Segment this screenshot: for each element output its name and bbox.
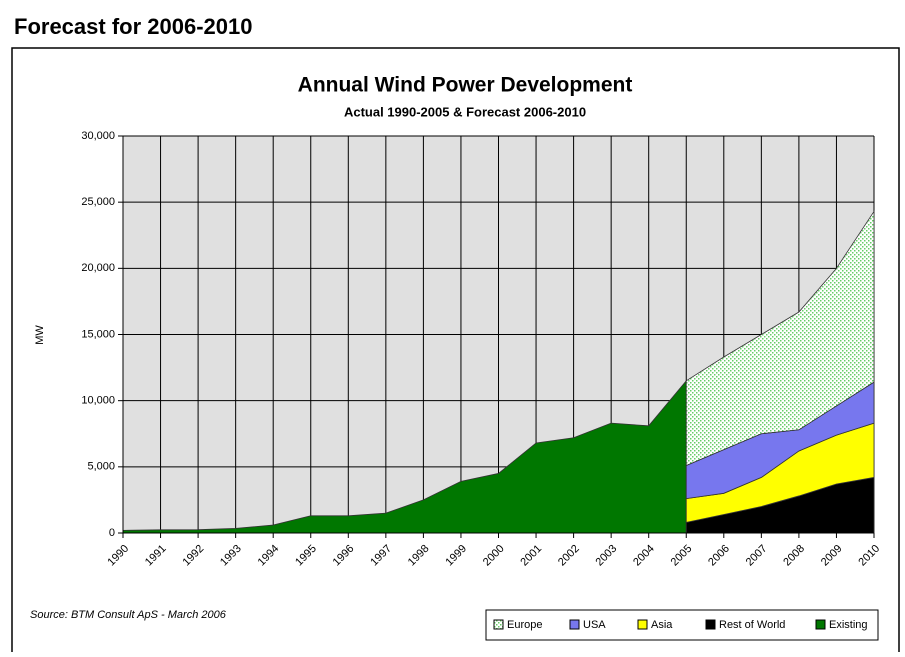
legend-label: Europe [507, 619, 542, 631]
x-tick-label: 1994 [256, 543, 282, 569]
chart-title: Annual Wind Power Development [298, 74, 633, 97]
source-note: Source: BTM Consult ApS - March 2006 [30, 609, 227, 621]
x-tick-label: 1993 [218, 543, 244, 569]
legend-swatch [815, 619, 826, 630]
y-tick-label: 0 [109, 527, 115, 539]
area [685, 210, 875, 467]
x-tick-label: 2004 [631, 543, 657, 569]
x-tick-label: 1998 [406, 543, 432, 569]
x-tick-label: 1999 [443, 543, 469, 569]
chart-subtitle: Actual 1990-2005 & Forecast 2006-2010 [344, 104, 586, 119]
legend-label: Rest of World [719, 619, 785, 631]
legend-label: USA [583, 619, 606, 631]
x-tick-label: 2008 [781, 543, 807, 569]
legend-box [485, 609, 879, 641]
x-tick-label: 2003 [594, 543, 620, 569]
y-tick-label: 15,000 [81, 328, 115, 340]
x-tick-label: 2005 [669, 543, 695, 569]
x-tick-label: 2007 [744, 543, 770, 569]
y-tick-label: 10,000 [81, 395, 115, 407]
y-axis-label: MW [34, 325, 46, 345]
x-tick-label: 2002 [556, 543, 582, 569]
x-tick-label: 2006 [706, 543, 732, 569]
y-tick-label: 20,000 [81, 262, 115, 274]
x-tick-label: 2001 [518, 543, 544, 569]
y-tick-label: 5,000 [87, 461, 115, 473]
y-tick-label: 25,000 [81, 196, 115, 208]
legend-label: Asia [651, 619, 673, 631]
x-tick-label: 1991 [143, 543, 169, 569]
x-tick-label: 2009 [819, 543, 845, 569]
chart-frame [11, 47, 900, 657]
x-tick-label: 1995 [293, 543, 319, 569]
x-tick-label: 2010 [856, 543, 882, 569]
y-tick-label: 30,000 [81, 130, 115, 142]
legend-swatch [493, 619, 504, 630]
legend-swatch [637, 619, 648, 630]
legend-swatch [569, 619, 580, 630]
x-tick-label: 1996 [331, 543, 357, 569]
x-tick-label: 1990 [105, 543, 131, 569]
legend-label: Existing [829, 619, 868, 631]
heading: Forecast for 2006-2010 [14, 14, 252, 39]
x-tick-label: 1997 [368, 543, 394, 569]
legend-swatch [705, 619, 716, 630]
x-tick-label: 2000 [481, 543, 507, 569]
x-tick-label: 1992 [180, 543, 206, 569]
